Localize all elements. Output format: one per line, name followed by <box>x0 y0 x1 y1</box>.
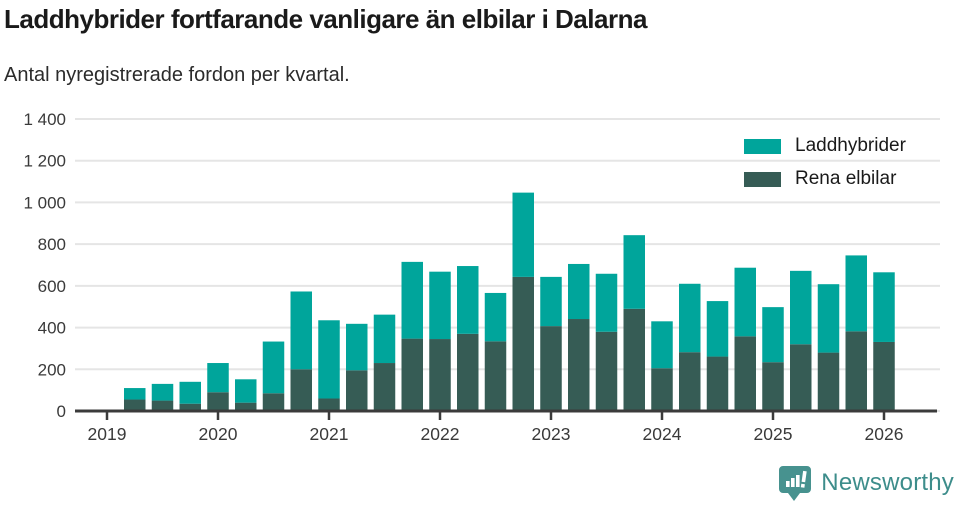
bar-segment-rena-elbilar <box>457 333 479 411</box>
bar-segment-laddhybrider <box>484 292 507 342</box>
x-axis-label: 2023 <box>532 424 571 444</box>
bar-segment-laddhybrider <box>457 266 479 334</box>
legend-item-laddhybrider: Laddhybrider <box>744 135 906 157</box>
bar-segment-rena-elbilar <box>568 319 590 411</box>
bar-segment-laddhybrider <box>179 381 201 404</box>
bar-segment-laddhybrider <box>512 192 534 277</box>
y-axis-label: 0 <box>57 402 66 421</box>
bar-segment-rena-elbilar <box>679 352 701 411</box>
bar-segment-rena-elbilar <box>262 393 285 411</box>
x-axis-label: 2026 <box>865 424 904 444</box>
bar-segment-rena-elbilar <box>706 356 729 411</box>
bar-segment-rena-elbilar <box>651 368 673 411</box>
newsworthy-speech-bubble-chart-icon <box>779 466 812 501</box>
bar-segment-rena-elbilar <box>401 338 423 411</box>
bar-segment-rena-elbilar <box>595 331 618 411</box>
legend-swatch-laddhybrider <box>744 138 781 154</box>
y-axis-label: 600 <box>38 277 66 296</box>
x-axis-label: 2019 <box>88 424 127 444</box>
y-axis-label: 400 <box>38 319 66 338</box>
x-axis-baseline <box>75 409 937 413</box>
chart-subtitle: Antal nyregistrerade fordon per kvartal. <box>4 64 350 86</box>
bar-segment-laddhybrider <box>679 283 701 353</box>
bar-segment-laddhybrider <box>873 272 895 342</box>
bar-segment-rena-elbilar <box>290 369 312 411</box>
bar-segment-rena-elbilar <box>734 336 756 411</box>
bar-segment-laddhybrider <box>151 383 174 401</box>
bar-segment-laddhybrider <box>651 321 673 369</box>
bar-segment-laddhybrider <box>762 307 784 363</box>
bar-segment-laddhybrider <box>568 263 590 320</box>
bar-segment-laddhybrider <box>124 388 146 400</box>
legend-label-laddhybrider: Laddhybrider <box>795 135 906 156</box>
bar-segment-laddhybrider <box>845 255 867 332</box>
bar-segment-rena-elbilar <box>235 402 257 411</box>
y-axis-label: 1 400 <box>23 110 66 129</box>
y-axis-label: 1 200 <box>23 152 66 171</box>
bar-segment-rena-elbilar <box>346 370 368 411</box>
bar-segment-laddhybrider <box>401 261 423 339</box>
bar-segment-laddhybrider <box>540 276 562 327</box>
bar-segment-rena-elbilar <box>429 339 451 411</box>
bar-segment-rena-elbilar <box>790 344 812 411</box>
bar-segment-laddhybrider <box>318 320 340 399</box>
newsworthy-logo-text: Newsworthy <box>821 469 954 496</box>
legend-swatch-rena-elbilar <box>744 171 781 187</box>
bar-segment-rena-elbilar <box>179 403 201 411</box>
y-axis-label: 200 <box>38 360 66 379</box>
x-axis-label: 2020 <box>199 424 238 444</box>
bar-segment-rena-elbilar <box>373 363 396 411</box>
x-axis-label: 2021 <box>310 424 349 444</box>
bar-segment-laddhybrider <box>373 314 396 364</box>
bar-segment-rena-elbilar <box>512 276 534 411</box>
bar-segment-rena-elbilar <box>845 331 867 411</box>
y-axis-label: 1 000 <box>23 193 66 212</box>
bar-segment-laddhybrider <box>290 291 312 370</box>
bar-segment-laddhybrider <box>429 271 451 340</box>
bar-segment-rena-elbilar <box>540 326 562 411</box>
bar-segment-rena-elbilar <box>762 362 784 411</box>
legend: Laddhybrider Rena elbilar <box>744 135 906 190</box>
x-axis-label: 2022 <box>421 424 460 444</box>
bar-segment-rena-elbilar <box>151 400 174 411</box>
bar-segment-rena-elbilar <box>207 392 229 411</box>
bar-segment-rena-elbilar <box>318 398 340 411</box>
bar-segment-laddhybrider <box>623 235 645 309</box>
bar-segment-laddhybrider <box>817 284 840 353</box>
bar-segment-laddhybrider <box>262 341 285 394</box>
bar-segment-laddhybrider <box>207 363 229 393</box>
bar-segment-laddhybrider <box>734 267 756 337</box>
y-axis-label: 800 <box>38 235 66 254</box>
bar-segment-laddhybrider <box>235 379 257 403</box>
x-axis-label: 2024 <box>643 424 682 444</box>
bar-segment-laddhybrider <box>346 323 368 371</box>
x-axis-label: 2025 <box>754 424 793 444</box>
bar-segment-laddhybrider <box>595 273 618 332</box>
legend-label-rena-elbilar: Rena elbilar <box>795 168 897 189</box>
bar-segment-rena-elbilar <box>817 352 840 411</box>
legend-item-rena-elbilar: Rena elbilar <box>744 168 906 190</box>
bar-segment-rena-elbilar <box>484 341 507 411</box>
bar-segment-laddhybrider <box>706 301 729 357</box>
bar-segment-rena-elbilar <box>873 341 895 411</box>
bar-segment-laddhybrider <box>790 270 812 345</box>
chart-title: Laddhybrider fortfarande vanligare än el… <box>4 4 647 34</box>
bar-segment-rena-elbilar <box>124 399 146 411</box>
bar-segment-rena-elbilar <box>623 308 645 411</box>
newsworthy-logo: Newsworthy <box>778 465 954 501</box>
